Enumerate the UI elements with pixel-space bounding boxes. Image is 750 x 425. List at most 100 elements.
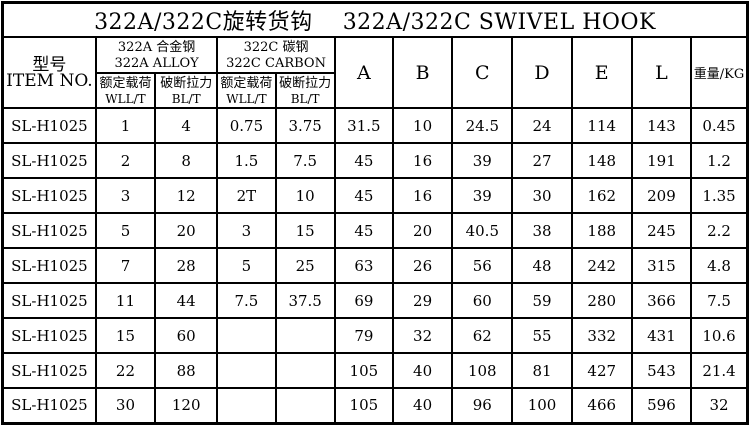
cell-322a-wll: 22 <box>94 352 157 389</box>
column-header-weight: 重量/KG <box>690 36 749 109</box>
cell-dim-d: 48 <box>511 247 573 284</box>
header-group-row: 型号 ITEM NO. 322A 合金钢 322A ALLOY 322C 碳钢 … <box>1 36 749 109</box>
cell-322a-bl: 8 <box>154 142 219 179</box>
column-header-item-no: 型号 ITEM NO. <box>1 36 97 109</box>
cell-weight: 4.8 <box>690 247 749 284</box>
group-322c-label-en: 322C CARBON <box>226 55 326 71</box>
table-row: SL-H1025 11 44 7.5 37.5 69 29 60 59 280 … <box>1 282 749 319</box>
cell-item-no: SL-H1025 <box>1 247 97 284</box>
cell-dim-e: 114 <box>570 107 633 144</box>
cell-322c-bl: 3.75 <box>274 107 336 144</box>
cell-weight: 10.6 <box>690 317 749 354</box>
cell-dim-b: 29 <box>391 282 454 319</box>
cell-322a-bl: 4 <box>154 107 219 144</box>
cell-322c-wll: 7.5 <box>216 282 277 319</box>
header-sub-row: 额定载荷 WLL/T 破断拉力 BL/T 额定载荷 WLL/T 破断拉力 BL/… <box>3 72 748 109</box>
cell-dim-d: 100 <box>511 387 573 424</box>
column-header-dim-b: B <box>391 36 454 109</box>
cell-item-no: SL-H1025 <box>1 317 97 354</box>
cell-dim-d: 81 <box>511 352 573 389</box>
cell-322c-wll: 5 <box>216 247 277 284</box>
cell-dim-d: 24 <box>511 107 573 144</box>
cell-item-no: SL-H1025 <box>1 282 97 319</box>
cell-item-no: SL-H1025 <box>1 352 97 389</box>
cell-dim-b: 20 <box>391 212 454 249</box>
cell-322a-wll: 5 <box>94 212 157 249</box>
cell-322c-bl: 7.5 <box>274 142 336 179</box>
cell-322a-wll: 30 <box>94 387 157 424</box>
column-header-dim-e: E <box>570 36 633 109</box>
322c-bl-label-cn: 破断拉力 <box>279 75 332 91</box>
cell-322a-wll: 11 <box>94 282 157 319</box>
322c-wll-label-cn: 额定载荷 <box>220 75 273 91</box>
table-row: SL-H1025 15 60 79 32 62 55 332 431 10.6 <box>1 317 749 354</box>
table-row: SL-H1025 22 88 105 40 108 81 427 543 21.… <box>1 352 749 389</box>
column-header-dim-a: A <box>333 36 394 109</box>
cell-dim-e: 332 <box>570 317 633 354</box>
cell-322c-bl <box>274 352 336 389</box>
cell-dim-e: 162 <box>570 177 633 214</box>
cell-dim-a: 105 <box>333 352 394 389</box>
cell-322c-bl <box>274 317 336 354</box>
cell-dim-e: 242 <box>570 247 633 284</box>
cell-weight: 1.2 <box>690 142 749 179</box>
cell-322c-wll: 1.5 <box>216 142 277 179</box>
cell-dim-b: 40 <box>391 352 454 389</box>
cell-dim-l: 543 <box>630 352 693 389</box>
cell-dim-c: 96 <box>451 387 514 424</box>
column-header-dim-c: C <box>451 36 514 109</box>
cell-dim-d: 55 <box>511 317 573 354</box>
cell-322a-bl: 120 <box>154 387 219 424</box>
cell-322a-bl: 20 <box>154 212 219 249</box>
group-322c-label-cn: 322C 碳钢 <box>243 39 309 55</box>
cell-dim-c: 108 <box>451 352 514 389</box>
table-title: 322A/322C旋转货钩 322A/322C SWIVEL HOOK <box>1 1 749 38</box>
cell-322a-bl: 28 <box>154 247 219 284</box>
cell-dim-b: 40 <box>391 387 454 424</box>
cell-dim-a: 31.5 <box>333 107 394 144</box>
cell-weight: 2.2 <box>690 212 749 249</box>
cell-322a-wll: 3 <box>94 177 157 214</box>
cell-dim-d: 38 <box>511 212 573 249</box>
cell-322c-bl: 15 <box>274 212 336 249</box>
cell-dim-c: 60 <box>451 282 514 319</box>
322c-wll-label-en: WLL/T <box>226 91 267 106</box>
cell-dim-a: 69 <box>333 282 394 319</box>
cell-dim-l: 245 <box>630 212 693 249</box>
322c-bl-label-en: BL/T <box>290 91 320 106</box>
table-title-en: 322A/322C SWIVEL HOOK <box>342 10 656 35</box>
cell-weight: 7.5 <box>690 282 749 319</box>
cell-322c-wll: 2T <box>216 177 277 214</box>
cell-dim-c: 24.5 <box>451 107 514 144</box>
group-322a-label-cn: 322A 合金钢 <box>117 39 196 55</box>
cell-dim-a: 45 <box>333 177 394 214</box>
column-header-dim-d: D <box>511 36 573 109</box>
cell-dim-a: 79 <box>333 317 394 354</box>
cell-dim-b: 16 <box>391 177 454 214</box>
table-title-cn: 322A/322C旋转货钩 <box>94 10 313 35</box>
cell-dim-l: 191 <box>630 142 693 179</box>
column-header-322a-wll: 额定载荷 WLL/T <box>94 72 157 109</box>
column-group-322c-carbon: 322C 碳钢 322C CARBON <box>216 36 336 74</box>
322a-wll-label-cn: 额定载荷 <box>99 75 152 91</box>
table-row: SL-H1025 7 28 5 25 63 26 56 48 242 315 4… <box>1 247 749 284</box>
cell-dim-c: 40.5 <box>451 212 514 249</box>
cell-dim-c: 56 <box>451 247 514 284</box>
table-row: SL-H1025 30 120 105 40 96 100 466 596 32 <box>1 387 749 424</box>
cell-dim-e: 280 <box>570 282 633 319</box>
cell-dim-d: 59 <box>511 282 573 319</box>
cell-322c-wll <box>216 317 277 354</box>
cell-weight: 0.45 <box>690 107 749 144</box>
cell-dim-e: 427 <box>570 352 633 389</box>
cell-322c-wll <box>216 387 277 424</box>
cell-dim-b: 16 <box>391 142 454 179</box>
cell-dim-l: 315 <box>630 247 693 284</box>
cell-dim-a: 63 <box>333 247 394 284</box>
322a-bl-label-en: BL/T <box>171 91 201 106</box>
cell-item-no: SL-H1025 <box>1 212 97 249</box>
cell-dim-d: 27 <box>511 142 573 179</box>
cell-item-no: SL-H1025 <box>1 177 97 214</box>
cell-dim-l: 366 <box>630 282 693 319</box>
cell-dim-l: 596 <box>630 387 693 424</box>
